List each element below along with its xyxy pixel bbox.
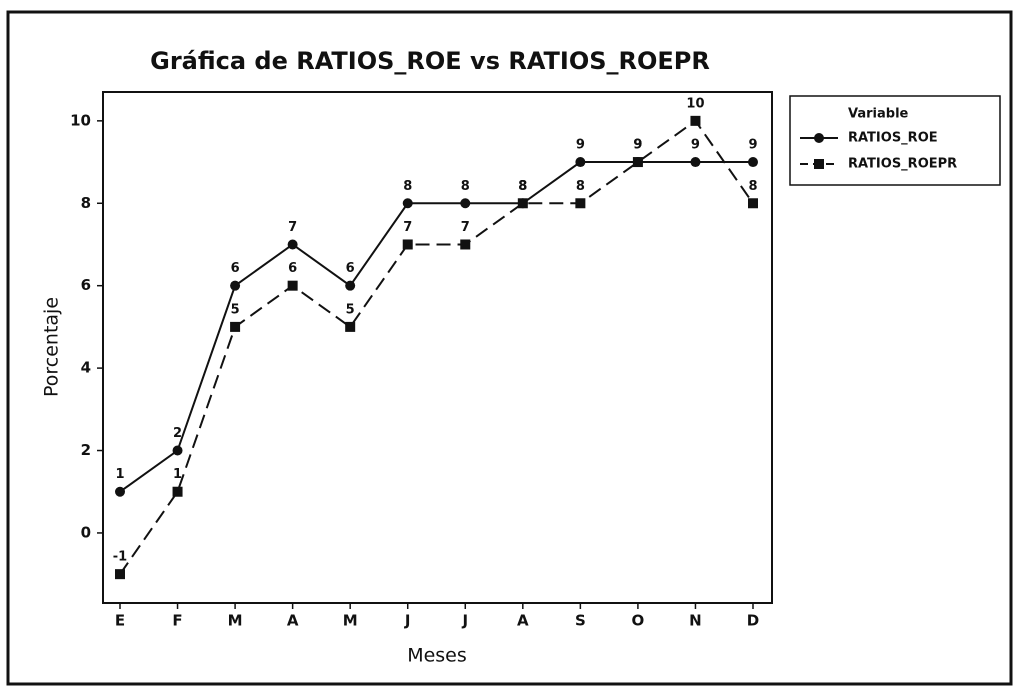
point xyxy=(230,280,241,291)
point xyxy=(690,157,701,168)
x-tick-label: S xyxy=(575,612,586,630)
legend-marker xyxy=(814,159,824,169)
legend-label: RATIOS_ROEPR xyxy=(848,157,957,172)
point xyxy=(287,280,298,291)
data-label: 8 xyxy=(518,179,527,194)
x-tick-label: E xyxy=(115,612,125,630)
point xyxy=(748,157,758,168)
data-label: 6 xyxy=(288,261,297,276)
data-label: 9 xyxy=(576,138,585,153)
data-label: 1 xyxy=(115,467,124,482)
point xyxy=(115,569,125,580)
point xyxy=(402,198,413,209)
data-label: 7 xyxy=(403,220,412,235)
point xyxy=(460,198,471,209)
x-tick-label: J xyxy=(461,612,468,630)
y-tick-label: 10 xyxy=(70,111,91,129)
legend-title: Variable xyxy=(848,107,909,122)
point xyxy=(402,239,413,250)
y-tick-label: 2 xyxy=(81,441,91,459)
point xyxy=(172,486,183,497)
x-tick-label: A xyxy=(517,612,529,630)
y-axis-label: Porcentaje xyxy=(41,297,63,397)
y-tick-label: 6 xyxy=(81,276,91,294)
data-label: 9 xyxy=(633,138,642,153)
point xyxy=(460,239,471,250)
point xyxy=(690,115,701,126)
x-tick-label: J xyxy=(404,612,411,630)
x-tick-label: N xyxy=(689,612,702,630)
plot-area xyxy=(102,91,773,604)
point xyxy=(345,321,356,332)
data-label: 7 xyxy=(288,220,297,235)
legend-label: RATIOS_ROE xyxy=(848,131,938,146)
legend-box xyxy=(789,95,1001,186)
legend-marker xyxy=(814,133,824,143)
point xyxy=(575,198,586,209)
chart-title: Gráfica de RATIOS_ROE vs RATIOS_ROEPR xyxy=(150,47,710,75)
point xyxy=(345,280,356,291)
point xyxy=(575,157,586,168)
data-label: -1 xyxy=(113,550,127,565)
y-tick-label: 0 xyxy=(81,523,91,541)
point xyxy=(172,445,183,456)
y-tick-label: 4 xyxy=(81,359,91,377)
data-label: 5 xyxy=(231,302,240,317)
x-tick-label: F xyxy=(172,612,182,630)
data-label: 8 xyxy=(518,179,527,194)
point xyxy=(748,198,758,209)
point xyxy=(230,321,241,332)
x-tick-label: M xyxy=(228,612,243,630)
point xyxy=(517,198,528,209)
data-label: 9 xyxy=(633,138,642,153)
data-label: 10 xyxy=(686,96,704,111)
point xyxy=(632,157,643,168)
data-label: 7 xyxy=(461,220,470,235)
data-label: 9 xyxy=(748,138,757,153)
data-label: 6 xyxy=(346,261,355,276)
data-label: 5 xyxy=(346,302,355,317)
x-axis-label: Meses xyxy=(407,645,467,667)
data-label: 8 xyxy=(576,179,585,194)
point xyxy=(115,486,125,497)
data-label: 2 xyxy=(173,426,182,441)
x-tick-label: D xyxy=(747,612,759,630)
point xyxy=(287,239,298,250)
series-line xyxy=(119,119,754,575)
data-label: 9 xyxy=(691,138,700,153)
series-line xyxy=(119,161,753,493)
data-label: 1 xyxy=(173,467,182,482)
x-tick-label: A xyxy=(287,612,299,630)
data-label: 8 xyxy=(748,179,757,194)
data-label: 8 xyxy=(403,179,412,194)
data-label: 8 xyxy=(461,179,470,194)
x-tick-label: O xyxy=(632,612,645,630)
data-label: 6 xyxy=(231,261,240,276)
y-tick-label: 8 xyxy=(81,194,91,212)
x-tick-label: M xyxy=(343,612,358,630)
